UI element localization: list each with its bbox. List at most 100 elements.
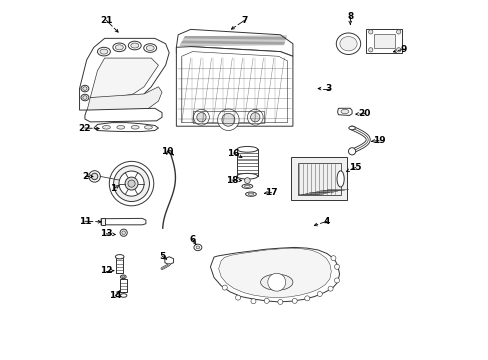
Text: 7: 7 — [241, 16, 247, 25]
Text: 14: 14 — [109, 291, 122, 300]
Ellipse shape — [237, 174, 257, 179]
Polygon shape — [86, 87, 162, 115]
Polygon shape — [90, 58, 158, 98]
Ellipse shape — [100, 49, 108, 54]
Ellipse shape — [348, 126, 355, 130]
Bar — [120, 279, 126, 292]
Circle shape — [368, 48, 372, 52]
Text: 21: 21 — [100, 16, 112, 25]
Bar — [290, 157, 346, 200]
Ellipse shape — [196, 246, 199, 249]
Bar — [237, 153, 257, 156]
Ellipse shape — [339, 37, 356, 51]
Ellipse shape — [115, 45, 123, 50]
Text: 12: 12 — [100, 266, 112, 275]
Circle shape — [396, 30, 400, 34]
Text: 17: 17 — [264, 188, 277, 197]
Circle shape — [334, 278, 339, 283]
Polygon shape — [80, 39, 169, 110]
Circle shape — [193, 109, 209, 125]
Ellipse shape — [128, 41, 141, 50]
Polygon shape — [101, 219, 145, 225]
Bar — [116, 258, 123, 273]
Polygon shape — [366, 30, 402, 53]
Text: 22: 22 — [79, 123, 91, 132]
Circle shape — [396, 48, 400, 52]
Polygon shape — [85, 108, 162, 122]
Circle shape — [119, 171, 144, 196]
Text: 13: 13 — [100, 229, 112, 238]
Ellipse shape — [115, 255, 124, 259]
Bar — [237, 156, 257, 159]
Ellipse shape — [242, 184, 252, 188]
Polygon shape — [210, 247, 339, 302]
Ellipse shape — [97, 47, 110, 56]
Ellipse shape — [102, 126, 110, 129]
Ellipse shape — [237, 147, 257, 152]
Circle shape — [327, 286, 332, 291]
Text: 16: 16 — [227, 149, 240, 158]
Circle shape — [222, 113, 234, 126]
Circle shape — [125, 177, 138, 190]
Circle shape — [334, 264, 339, 269]
Circle shape — [267, 273, 285, 291]
Text: 4: 4 — [323, 217, 329, 226]
Ellipse shape — [244, 185, 250, 187]
Circle shape — [304, 296, 309, 301]
Text: 15: 15 — [349, 163, 361, 172]
Bar — [237, 163, 257, 166]
Polygon shape — [94, 123, 158, 132]
Circle shape — [368, 30, 372, 34]
Circle shape — [330, 256, 335, 261]
Circle shape — [196, 113, 206, 122]
Text: 3: 3 — [325, 84, 331, 93]
Text: 18: 18 — [225, 176, 238, 185]
Ellipse shape — [120, 275, 126, 279]
Ellipse shape — [122, 276, 124, 278]
Polygon shape — [176, 46, 292, 126]
Polygon shape — [337, 108, 351, 116]
Ellipse shape — [81, 85, 89, 92]
Ellipse shape — [120, 294, 126, 297]
Ellipse shape — [336, 33, 360, 54]
Polygon shape — [101, 218, 105, 225]
Text: 20: 20 — [358, 109, 370, 118]
Bar — [237, 173, 257, 176]
Text: 5: 5 — [159, 252, 165, 261]
Circle shape — [348, 148, 355, 155]
Circle shape — [222, 285, 227, 290]
Bar — [237, 166, 257, 170]
Circle shape — [128, 180, 135, 187]
Ellipse shape — [260, 274, 292, 290]
Circle shape — [264, 298, 269, 303]
Text: 1: 1 — [110, 184, 117, 193]
Ellipse shape — [146, 45, 154, 50]
Text: 19: 19 — [372, 136, 385, 145]
Text: 10: 10 — [161, 147, 173, 156]
Circle shape — [235, 295, 240, 300]
Ellipse shape — [117, 126, 124, 129]
Polygon shape — [373, 34, 394, 48]
Ellipse shape — [131, 43, 139, 48]
Circle shape — [113, 166, 149, 202]
Ellipse shape — [82, 87, 87, 90]
Ellipse shape — [194, 244, 202, 251]
Ellipse shape — [81, 94, 89, 101]
Ellipse shape — [144, 126, 152, 129]
Circle shape — [247, 109, 263, 125]
Circle shape — [217, 109, 239, 131]
Bar — [237, 170, 257, 173]
Bar — [237, 160, 257, 163]
Ellipse shape — [245, 192, 256, 196]
Text: 8: 8 — [346, 12, 353, 21]
Bar — [192, 111, 264, 123]
Text: 6: 6 — [189, 235, 195, 244]
Polygon shape — [176, 30, 292, 56]
Text: 2: 2 — [81, 172, 88, 181]
Circle shape — [250, 113, 260, 122]
Ellipse shape — [82, 96, 87, 99]
Circle shape — [250, 299, 255, 304]
Ellipse shape — [113, 43, 125, 51]
Text: 11: 11 — [79, 217, 91, 226]
Circle shape — [120, 229, 127, 236]
